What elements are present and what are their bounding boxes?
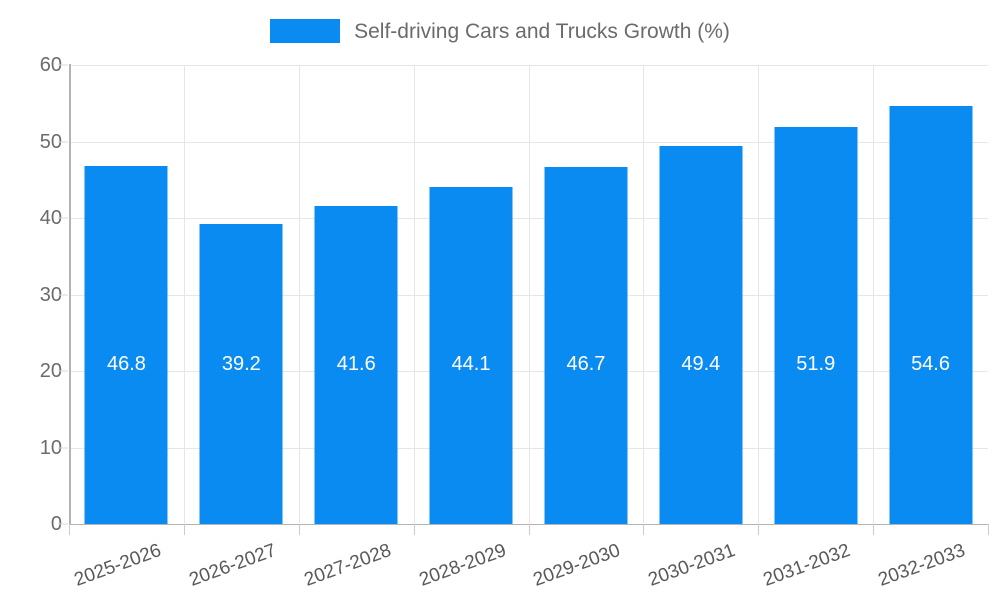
gridline-vertical: [758, 65, 760, 524]
bar-2032-2033[interactable]: 54.6: [889, 106, 973, 524]
x-tick-mark: [873, 524, 875, 535]
bar-value-label: 51.9: [796, 353, 836, 375]
chart-legend: Self-driving Cars and Trucks Growth (%): [0, 10, 1000, 52]
x-tick-mark: [298, 524, 300, 535]
x-tick-label-2026-2027: 2026-2027: [186, 540, 280, 591]
bar-slot: 54.6: [873, 65, 988, 524]
x-tick-label-2029-2030: 2029-2030: [530, 540, 624, 591]
y-tick-label-50: 50: [39, 130, 62, 153]
x-tick-label-2027-2028: 2027-2028: [301, 540, 395, 591]
gridline-vertical: [298, 65, 300, 524]
bar-value-label: 46.7: [566, 353, 606, 375]
bar-2029-2030[interactable]: 46.7: [544, 166, 628, 524]
bar-value-label: 44.1: [451, 353, 491, 375]
y-tick-mark: [58, 370, 68, 372]
bar-slot: 51.9: [758, 65, 873, 524]
bar-2026-2027[interactable]: 39.2: [199, 224, 283, 524]
x-tick-mark: [69, 524, 70, 535]
bar-2030-2031[interactable]: 49.4: [659, 146, 743, 524]
x-tick-label-2028-2029: 2028-2029: [416, 540, 510, 591]
y-tick-mark: [58, 64, 68, 66]
x-tick-mark: [413, 524, 415, 535]
x-tick-label-2032-2033: 2032-2033: [875, 540, 969, 591]
y-tick-mark: [58, 294, 68, 295]
bar-2025-2026[interactable]: 46.8: [84, 166, 168, 524]
legend-label: Self-driving Cars and Trucks Growth (%): [354, 19, 730, 43]
y-tick-mark: [58, 141, 68, 142]
y-tick-mark: [58, 217, 68, 219]
gridline-vertical: [643, 65, 645, 524]
y-axis-spine: [69, 64, 71, 525]
plot-area: [69, 65, 988, 524]
gridline-vertical: [183, 65, 185, 524]
bar-slot: 49.4: [643, 65, 758, 524]
x-tick-label-2025-2026: 2025-2026: [71, 540, 165, 591]
y-tick-mark: [58, 523, 68, 525]
bar-2028-2029[interactable]: 44.1: [429, 186, 513, 524]
legend-item-self-driving-cars-and-trucks-growth[interactable]: Self-driving Cars and Trucks Growth (%): [270, 19, 730, 43]
y-tick-mark: [58, 447, 68, 448]
bar-value-label: 49.4: [681, 353, 721, 375]
y-tick-label-60: 60: [39, 54, 62, 76]
bar-slot: 46.7: [529, 65, 644, 524]
bar-value-label: 46.8: [106, 353, 146, 375]
legend-color-swatch-icon: [270, 19, 341, 43]
x-tick-label-2031-2032: 2031-2032: [760, 540, 854, 591]
gridline-vertical: [413, 65, 415, 524]
bar-value-label: 41.6: [336, 353, 376, 375]
y-tick-label-10: 10: [39, 436, 62, 459]
x-tick-mark: [758, 524, 760, 535]
gridline-vertical: [528, 65, 530, 524]
bar-slot: 41.6: [299, 65, 414, 524]
x-tick-mark: [988, 524, 989, 535]
bar-2027-2028[interactable]: 41.6: [314, 205, 398, 524]
x-tick-mark: [183, 524, 185, 535]
x-tick-mark: [643, 524, 645, 535]
y-tick-label-30: 30: [39, 283, 62, 306]
y-tick-label-20: 20: [39, 360, 62, 382]
bar-slot: 46.8: [69, 65, 184, 524]
x-tick-mark: [528, 524, 530, 535]
bar-slot: 44.1: [414, 65, 529, 524]
bar-slot: 39.2: [184, 65, 299, 524]
y-axis: 60 50 40 30 20 10 0: [0, 0, 68, 600]
bar-value-label: 54.6: [911, 353, 950, 375]
y-tick-label-0: 0: [50, 513, 62, 535]
x-tick-label-2030-2031: 2030-2031: [645, 540, 739, 591]
x-axis: 2025-2026 2026-2027 2027-2028 2028-2029 …: [0, 524, 1000, 600]
y-tick-label-40: 40: [39, 207, 62, 229]
bars-container: 46.8 39.2 41.6 44.1 46.7 49.4: [69, 65, 988, 524]
bar-value-label: 39.2: [221, 353, 261, 375]
bar-2031-2032[interactable]: 51.9: [774, 126, 858, 524]
gridline-vertical: [873, 65, 875, 524]
